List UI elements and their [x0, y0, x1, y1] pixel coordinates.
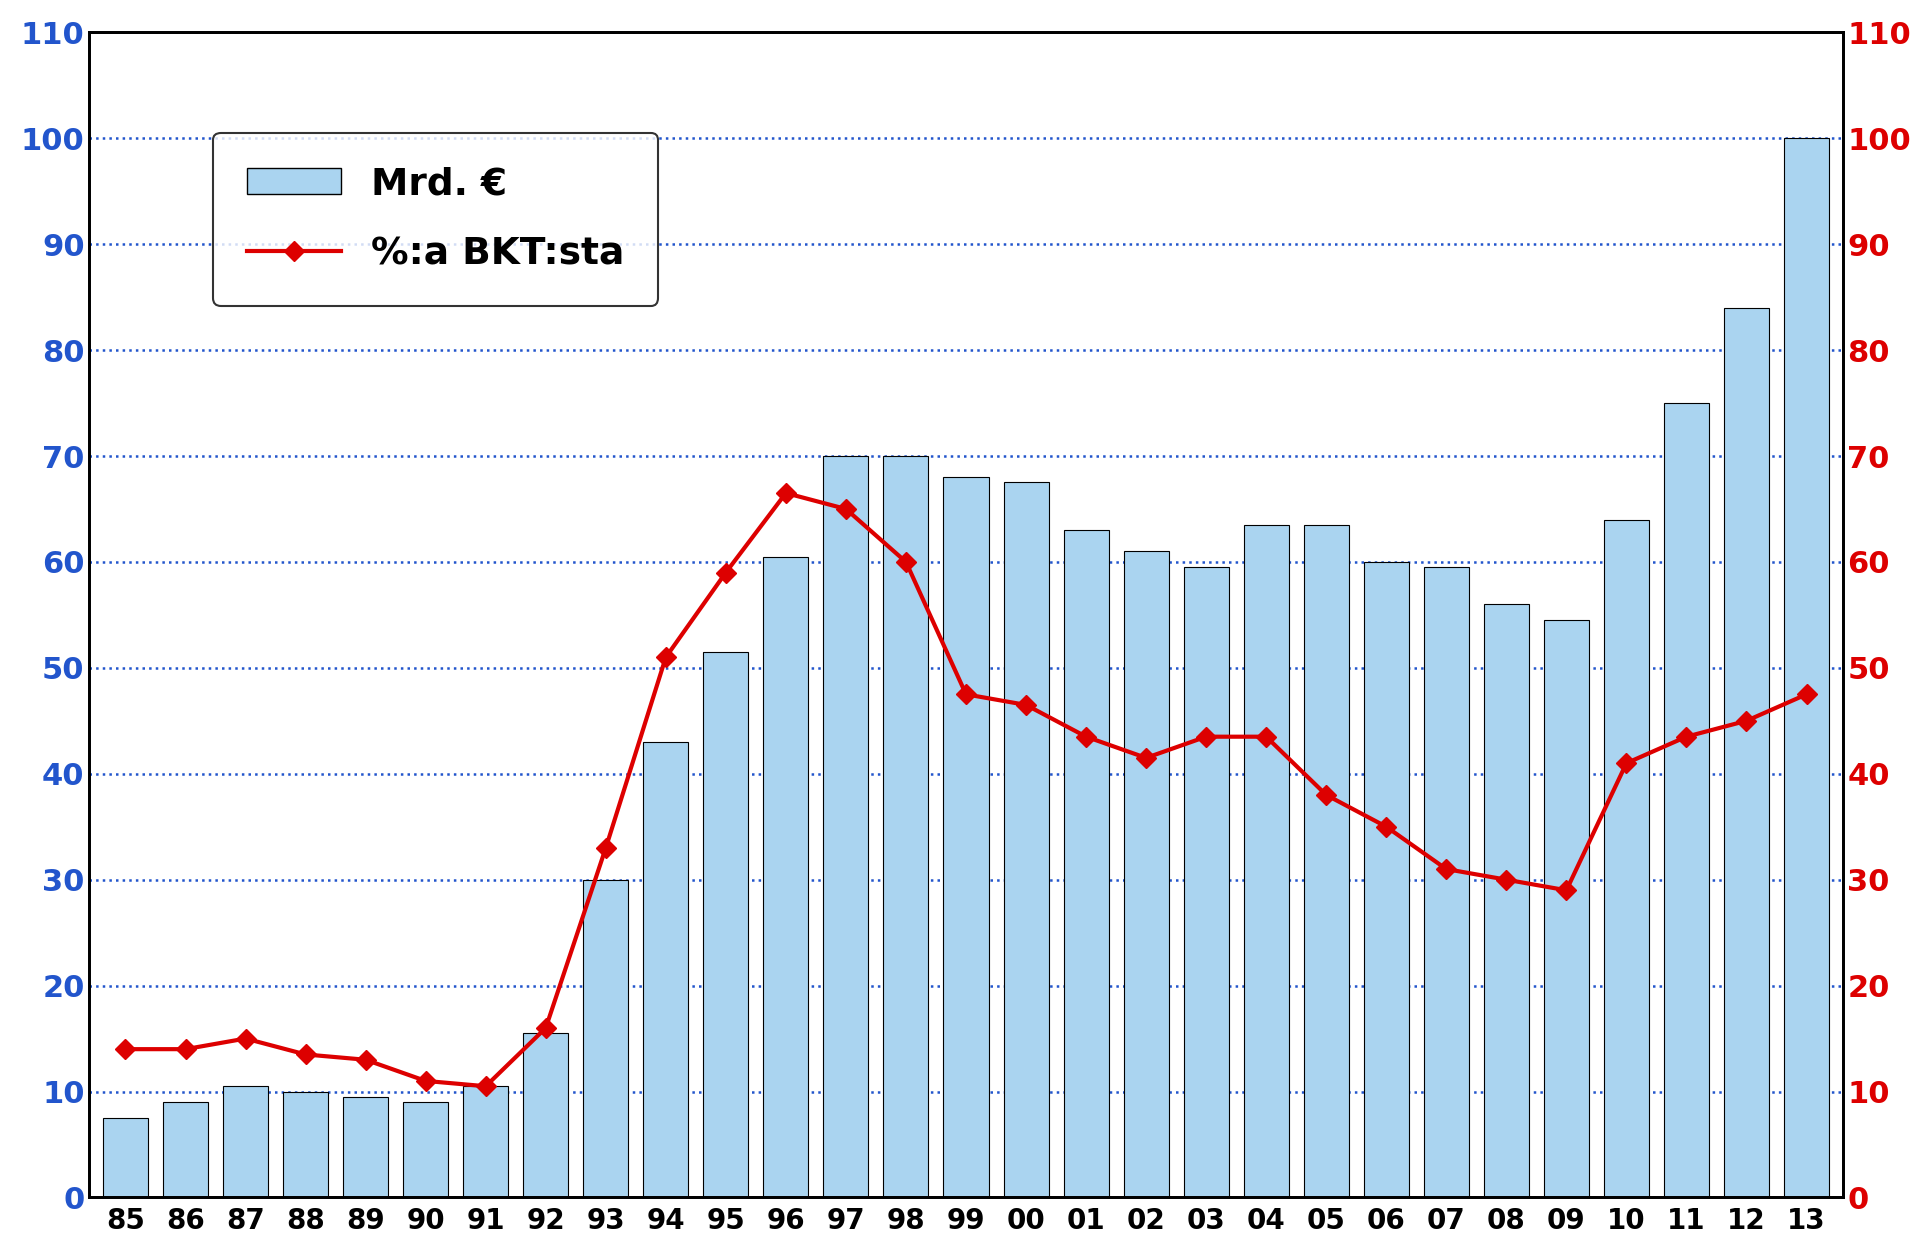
Bar	[1544, 620, 1588, 1197]
Bar	[703, 652, 748, 1197]
Bar	[1304, 525, 1349, 1197]
Bar	[823, 456, 869, 1197]
Bar	[1244, 525, 1289, 1197]
Bar	[643, 742, 688, 1197]
Bar	[1663, 403, 1710, 1197]
Bar	[943, 477, 989, 1197]
Bar	[102, 1118, 149, 1197]
Bar	[1484, 604, 1528, 1197]
Bar	[1424, 568, 1468, 1197]
Bar	[763, 556, 808, 1197]
Bar	[162, 1102, 209, 1197]
Bar	[344, 1096, 388, 1197]
Bar	[222, 1086, 269, 1197]
Bar	[1124, 551, 1169, 1197]
Bar	[583, 879, 628, 1197]
Bar	[1003, 482, 1049, 1197]
Bar	[1723, 308, 1770, 1197]
Bar	[1184, 568, 1229, 1197]
Bar	[284, 1091, 328, 1197]
Bar	[883, 456, 929, 1197]
Bar	[524, 1034, 568, 1197]
Legend: Mrd. €, %:a BKT:sta: Mrd. €, %:a BKT:sta	[213, 133, 659, 306]
Bar	[1364, 561, 1408, 1197]
Bar	[404, 1102, 448, 1197]
Bar	[1063, 530, 1109, 1197]
Bar	[1783, 138, 1830, 1197]
Bar	[464, 1086, 508, 1197]
Bar	[1604, 520, 1648, 1197]
